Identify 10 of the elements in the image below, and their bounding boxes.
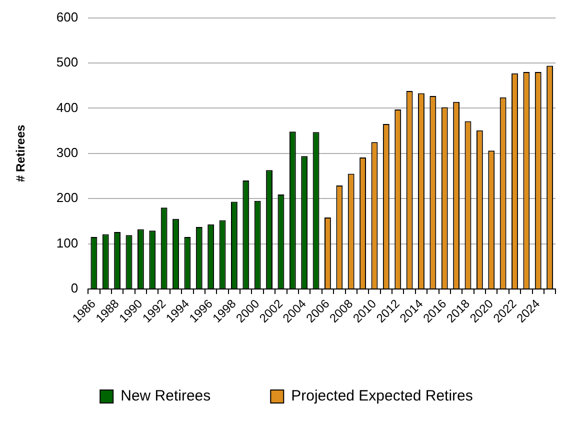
y-tick-label: 600 (56, 9, 78, 24)
y-tick-label: 400 (56, 100, 78, 115)
y-axis-title: # Retirees (14, 124, 28, 182)
y-tick-label: 0 (70, 280, 78, 296)
legend-label: New Retirees (120, 388, 211, 405)
y-tick-label: 500 (56, 54, 78, 70)
legend-label: Projected Expected Retires (291, 388, 473, 405)
y-tick-label: 300 (56, 144, 78, 160)
y-tick-label: 200 (56, 190, 78, 206)
y-tick-label: 100 (56, 235, 78, 250)
